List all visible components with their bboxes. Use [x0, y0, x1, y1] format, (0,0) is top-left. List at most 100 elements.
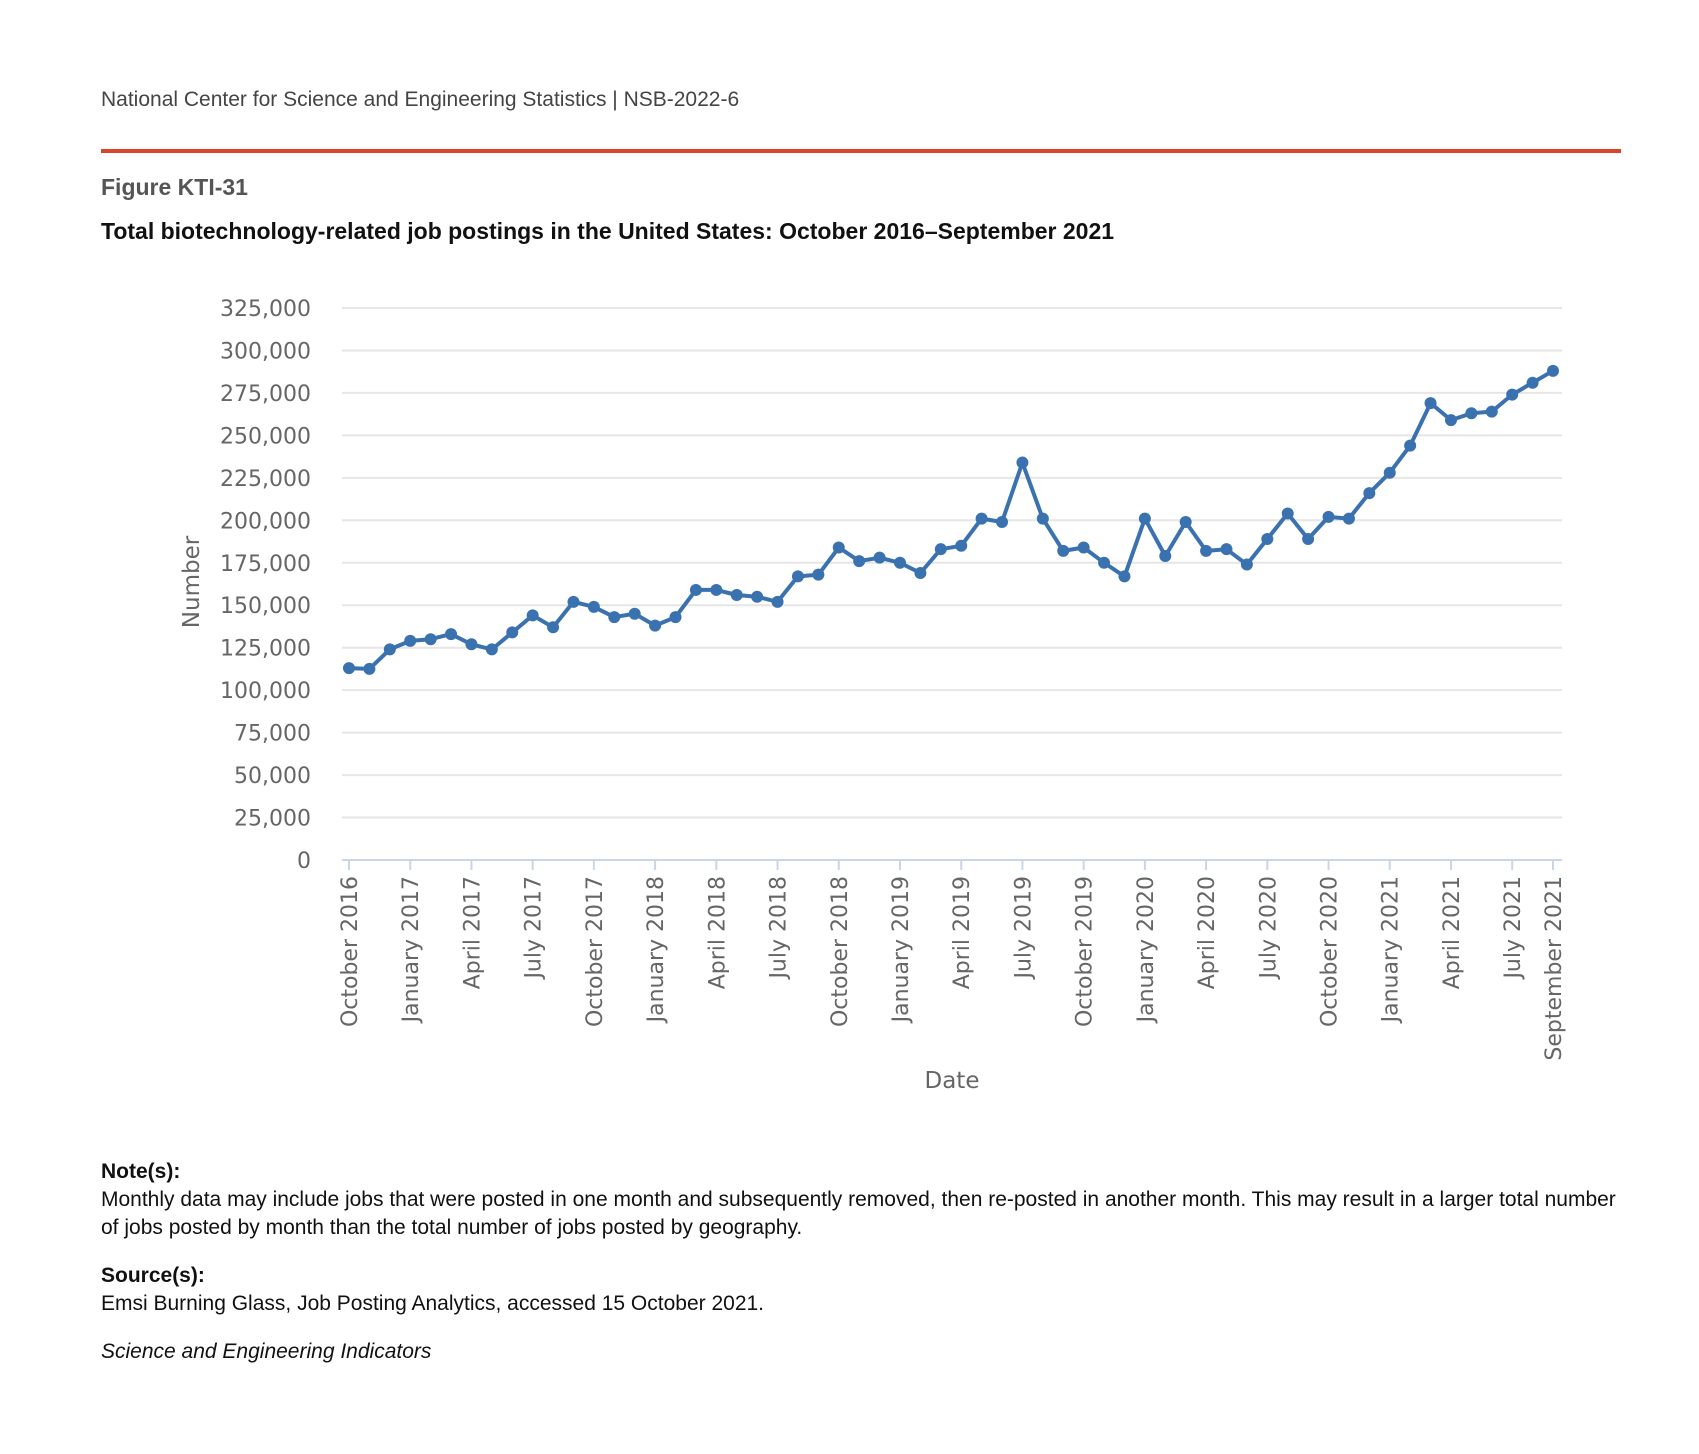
header-divider [101, 149, 1621, 153]
data-point [1526, 376, 1539, 389]
data-point [1363, 487, 1376, 500]
data-point [955, 539, 968, 552]
data-point [1465, 407, 1478, 420]
data-point [1220, 543, 1233, 556]
data-point [1444, 414, 1457, 427]
y-tick-label: 200,000 [220, 509, 311, 534]
data-point [1098, 556, 1111, 569]
data-point [832, 541, 845, 554]
notes-section: Note(s): Monthly data may include jobs t… [101, 1158, 1621, 1366]
y-tick-label: 250,000 [220, 424, 311, 449]
data-point [608, 611, 621, 624]
data-point [1404, 439, 1417, 452]
x-tick-label: July 2019 [1011, 876, 1036, 981]
x-tick-label: October 2020 [1318, 876, 1343, 1027]
y-tick-label: 0 [297, 849, 311, 874]
y-tick-label: 125,000 [220, 637, 311, 662]
data-point [1383, 466, 1396, 479]
data-point [1057, 544, 1070, 557]
source-text: Emsi Burning Glass, Job Posting Analytic… [101, 1292, 765, 1315]
y-tick-label: 150,000 [220, 594, 311, 619]
data-point [526, 609, 539, 622]
data-point [1485, 405, 1498, 418]
data-point [751, 590, 764, 603]
data-point [914, 566, 927, 579]
data-point [506, 626, 519, 639]
note-heading: Note(s): [101, 1160, 181, 1183]
x-tick-label: January 2019 [889, 876, 914, 1024]
data-point [975, 512, 988, 525]
y-tick-label: 275,000 [220, 382, 311, 407]
x-tick-label: January 2020 [1134, 876, 1159, 1024]
y-tick-label: 325,000 [220, 297, 311, 322]
data-point [1281, 507, 1294, 520]
data-point [1179, 516, 1192, 529]
data-point [343, 662, 355, 675]
data-point [1322, 510, 1335, 523]
note-text: Monthly data may include jobs that were … [101, 1188, 1616, 1239]
data-point [1261, 532, 1274, 545]
data-point [1159, 549, 1172, 562]
publisher-line: National Center for Science and Engineer… [101, 88, 740, 111]
data-point [1547, 364, 1559, 377]
y-axis-title: Number [179, 535, 205, 628]
data-point [730, 589, 743, 602]
data-point [445, 628, 458, 641]
data-point [547, 621, 560, 634]
data-point [1138, 512, 1151, 525]
y-tick-label: 25,000 [234, 807, 311, 832]
data-point [669, 611, 682, 624]
data-point [587, 600, 600, 613]
y-tick-label: 175,000 [220, 552, 311, 577]
figure-label: Figure KTI-31 [101, 174, 248, 200]
figure-title: Total biotechnology-related job postings… [101, 218, 1115, 244]
x-tick-label: April 2020 [1195, 876, 1220, 989]
data-point [404, 634, 417, 647]
y-tick-label: 50,000 [234, 764, 311, 789]
x-axis-title: Date [925, 1068, 980, 1094]
data-point [710, 583, 723, 596]
data-point [363, 662, 376, 675]
x-tick-label: January 2018 [644, 876, 669, 1024]
data-point [1200, 544, 1213, 557]
x-tick-label: April 2017 [460, 876, 485, 989]
x-tick-label: July 2018 [767, 876, 792, 981]
source-heading: Source(s): [101, 1264, 205, 1287]
data-point [649, 619, 662, 632]
x-tick-label: July 2021 [1501, 876, 1526, 981]
data-point [689, 583, 702, 596]
data-point [1302, 532, 1315, 545]
data-point [1016, 456, 1029, 469]
x-tick-label: October 2018 [828, 876, 853, 1027]
data-point [1506, 388, 1519, 401]
y-tick-label: 300,000 [220, 339, 311, 364]
x-tick-label: October 2016 [338, 876, 363, 1027]
line-chart: 0 25,000 50,000 75,000 100,000 125,000 150,000… [179, 297, 1567, 1094]
data-point [1342, 512, 1355, 525]
data-point [383, 643, 396, 656]
data-point [771, 595, 784, 608]
data-point [996, 516, 1009, 529]
x-tick-label: April 2021 [1440, 876, 1465, 989]
data-point [465, 638, 478, 651]
y-tick-label: 100,000 [220, 679, 311, 704]
data-point [873, 551, 886, 564]
x-tick-label: April 2018 [705, 876, 730, 989]
x-tick-label: October 2019 [1073, 876, 1098, 1027]
x-tick-label: October 2017 [583, 876, 608, 1027]
y-tick-label: 225,000 [220, 467, 311, 492]
data-point [791, 570, 804, 583]
data-point [893, 556, 906, 569]
data-point [1077, 541, 1090, 554]
data-point [1240, 558, 1253, 571]
data-point [628, 607, 641, 620]
data-point [567, 595, 580, 608]
data-point [485, 643, 498, 656]
footer-text: Science and Engineering Indicators [101, 1340, 432, 1363]
data-point [853, 555, 866, 568]
x-tick-label: January 2017 [399, 876, 424, 1024]
data-point [812, 568, 825, 581]
data-point [1118, 570, 1131, 583]
x-tick-label: April 2019 [950, 876, 975, 989]
data-point [424, 633, 437, 646]
